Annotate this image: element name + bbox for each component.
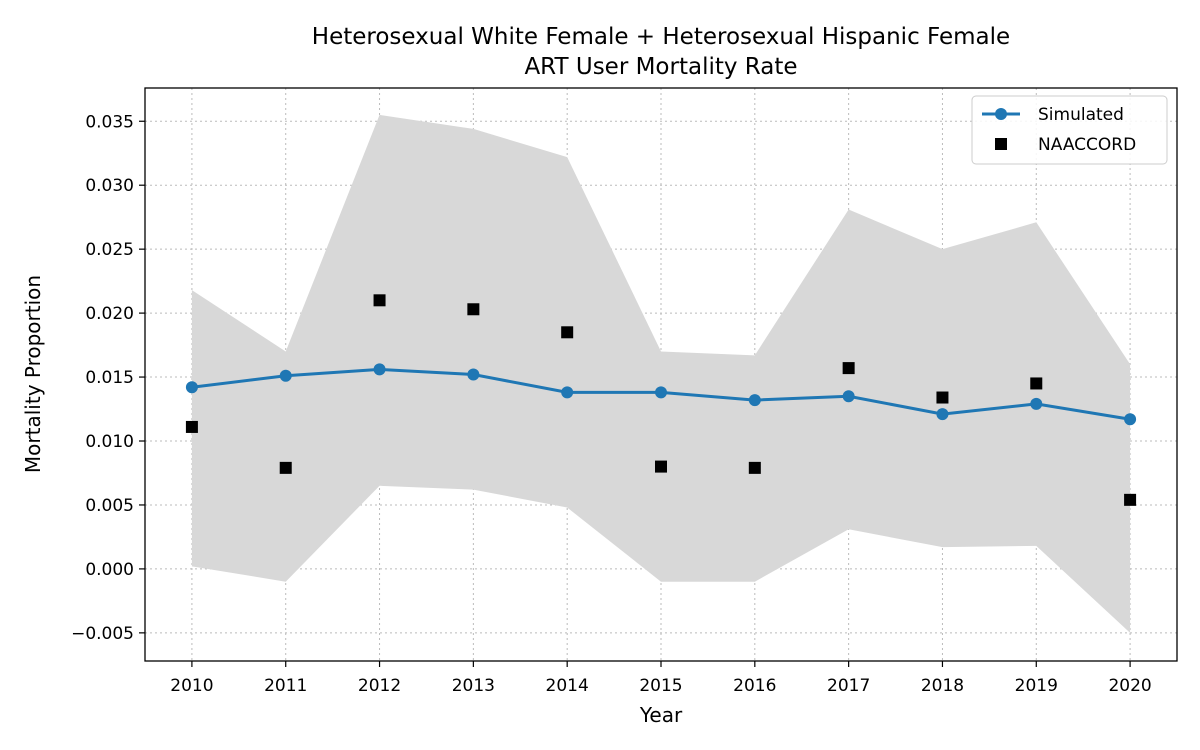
simulated-point-2011 [279,369,292,382]
naaccord-point-2017 [842,362,855,375]
x-tick-label-2014: 2014 [546,676,589,696]
y-tick-label-5: 0.020 [85,304,134,324]
x-tick-label-2013: 2013 [452,676,495,696]
y-axis: −0.005 0.000 0.005 0.010 0.015 0.020 0.025 0.03… [71,112,145,644]
simulated-point-2012 [373,363,386,376]
naaccord-point-2019 [1030,377,1043,390]
simulated-series [185,363,1137,426]
simulated-point-2013 [467,368,480,381]
legend-box [971,95,1168,165]
simulated-point-2015 [655,386,667,399]
x-tick-label-2018: 2018 [921,676,964,696]
naaccord-point-2018 [936,391,949,404]
x-tick-label-2015: 2015 [639,676,682,696]
simulated-point-2020 [1124,413,1137,426]
naaccord-point-2014 [561,326,574,339]
y-tick-label-7: 0.030 [85,176,134,196]
simulated-point-2019 [1030,397,1043,410]
simulated-point-2010 [185,381,198,394]
y-tick-label-0: −0.005 [71,624,134,644]
x-tick-label-2016: 2016 [733,676,776,696]
naaccord-point-2016 [748,461,761,474]
y-tick-label-8: 0.035 [85,112,134,132]
simulated-point-2017 [842,390,855,403]
confidence-band-area [191,114,1131,633]
x-tick-label-2019: 2019 [1015,676,1058,696]
chart-title: Heterosexual White Female + Heterosexual… [312,24,1010,50]
y-tick-label-3: 0.010 [85,432,134,452]
y-axis-label: Mortality Proportion [21,275,45,473]
y-tick-label-2: 0.005 [85,496,134,516]
chart-subtitle: ART User Mortality Rate [524,54,797,80]
x-tick-label-2017: 2017 [827,676,870,696]
y-tick-label-1: 0.000 [85,560,134,580]
y-tick-label-4: 0.015 [85,368,134,388]
naaccord-point-2015 [655,460,667,473]
x-tick-label-2012: 2012 [358,676,401,696]
legend-naaccord-marker [995,138,1007,150]
naaccord-point-2012 [373,294,386,307]
simulated-point-2016 [748,394,761,407]
naaccord-point-2020 [1124,493,1137,506]
simulated-point-2014 [561,386,574,399]
legend-simulated-label: Simulated [1038,105,1124,125]
x-tick-label-2011: 2011 [264,676,307,696]
x-axis: 2010 2011 2012 2013 2014 2015 2016 2017 2018 2019… [170,661,1152,696]
naaccord-point-2010 [185,420,198,433]
confidence-band [191,114,1131,633]
naaccord-point-2013 [467,303,480,316]
simulated-point-2018 [936,408,949,421]
x-tick-label-2010: 2010 [170,676,213,696]
naaccord-series [185,294,1137,506]
x-tick-label-2020: 2020 [1108,676,1151,696]
x-axis-label: Year [639,703,683,727]
legend-simulated-marker [995,108,1007,120]
legend-naaccord-label: NAACCORD [1038,135,1136,155]
legend: Simulated NAACCORD [971,95,1168,165]
naaccord-point-2011 [279,461,292,474]
y-tick-label-6: 0.025 [85,240,134,260]
